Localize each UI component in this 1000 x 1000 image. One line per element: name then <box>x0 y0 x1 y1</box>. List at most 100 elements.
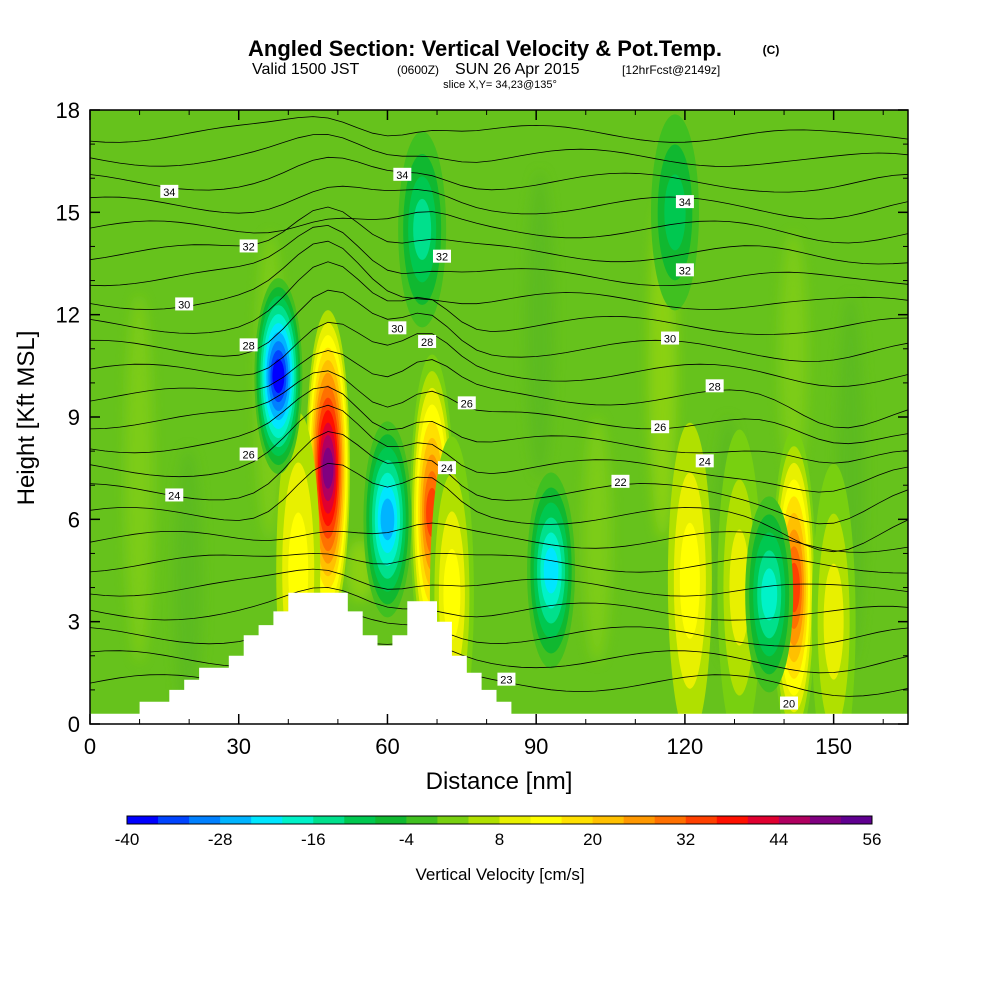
slice-info: slice X,Y= 34,23@135° <box>443 79 557 91</box>
valid-prefix: Valid 1500 JST <box>252 61 360 78</box>
y-tick-label: 9 <box>68 405 80 430</box>
svg-text:23: 23 <box>500 675 512 687</box>
y-tick-label: 0 <box>68 712 80 737</box>
background-band <box>779 232 808 479</box>
colorbar-swatch <box>716 816 749 824</box>
y-axis-label: Height [Kft MSL] <box>13 331 40 506</box>
colorbar-frame <box>126 815 873 825</box>
downdraft-level <box>543 547 559 594</box>
theta-contour <box>90 640 908 674</box>
colorbar-tick-label: 44 <box>769 830 788 849</box>
contour-label: 26 <box>457 396 476 410</box>
svg-text:34: 34 <box>163 187 175 199</box>
downdraft-level <box>761 568 778 621</box>
contour-label: 32 <box>432 249 451 264</box>
downdraft-level <box>664 174 686 251</box>
contour-label: 32 <box>239 239 258 253</box>
theta-contour <box>90 116 908 143</box>
svg-text:32: 32 <box>436 252 448 264</box>
svg-text:30: 30 <box>178 299 190 311</box>
x-tick-label: 30 <box>226 734 250 759</box>
colorbar-swatch <box>840 816 873 824</box>
theta-contour <box>90 261 908 335</box>
svg-text:34: 34 <box>679 197 691 209</box>
theta-contour <box>90 522 908 553</box>
colorbar-swatch <box>530 816 563 824</box>
contour-label: 30 <box>175 297 194 311</box>
x-tick-label: 0 <box>84 734 96 759</box>
updraft-level <box>322 447 334 489</box>
updraft-level <box>679 522 700 639</box>
contour-label: 30 <box>388 321 407 335</box>
svg-text:28: 28 <box>709 381 721 393</box>
colorbar-tick-label: -40 <box>115 830 140 849</box>
theta-contour <box>90 611 908 647</box>
colorbar-swatch <box>313 816 345 824</box>
contour-label: 26 <box>239 447 258 462</box>
svg-text:26: 26 <box>654 422 666 434</box>
svg-text:22: 22 <box>614 477 626 489</box>
y-tick-label: 3 <box>68 610 80 635</box>
colorbar-swatch <box>592 816 625 824</box>
colorbar-swatch <box>778 816 811 824</box>
colorbar-swatch <box>251 816 283 824</box>
theta-contour <box>90 321 908 387</box>
theta-contour <box>90 156 908 193</box>
background-band <box>125 294 154 663</box>
colorbar-swatch <box>158 816 190 824</box>
contour-label: 28 <box>705 379 724 393</box>
colorbar-tick-label: 32 <box>676 830 695 849</box>
x-tick-label: 90 <box>524 734 548 759</box>
colorbar-swatch <box>127 816 159 824</box>
updraft-level <box>729 529 750 646</box>
svg-text:24: 24 <box>699 456 711 468</box>
plot-area: 34 32 30 28 26 24 34 32 30 28 26 24 23 34 32 30 28 26 24 22… <box>90 110 908 724</box>
svg-text:30: 30 <box>664 334 676 346</box>
theta-contour <box>90 386 908 464</box>
svg-text:26: 26 <box>461 398 473 410</box>
theta-contour <box>90 568 908 597</box>
theta-contour <box>90 206 908 265</box>
contour-label: 34 <box>160 184 179 199</box>
valid-forecast: [12hrFcst@2149z] <box>622 63 720 77</box>
chart-title: Angled Section: Vertical Velocity & Pot.… <box>248 36 722 61</box>
svg-text:34: 34 <box>396 170 408 182</box>
valid-zulu: (0600Z) <box>397 63 439 77</box>
y-axis: 0 3 6 9 12 15 18 <box>56 98 908 737</box>
colorbar-tick-label: 20 <box>583 830 602 849</box>
x-tick-label: 150 <box>815 734 852 759</box>
colorbar-swatch <box>282 816 314 824</box>
svg-text:26: 26 <box>243 450 255 462</box>
theta-contour <box>90 224 908 287</box>
terrain <box>90 592 908 724</box>
colorbar-swatch <box>468 816 500 824</box>
background-band <box>174 447 203 724</box>
contour-label: 34 <box>675 195 694 209</box>
colorbar-swatch <box>623 816 656 824</box>
theta-contour <box>90 350 908 429</box>
background-band <box>583 417 612 663</box>
contour-label: 24 <box>437 461 456 475</box>
contour-label: 20 <box>780 696 799 711</box>
svg-text:20: 20 <box>783 699 795 711</box>
contour-label: 30 <box>661 331 680 346</box>
contour-label: 24 <box>695 454 714 468</box>
contour-label: 28 <box>239 338 258 352</box>
valid-date: SUN 26 Apr 2015 <box>455 61 580 78</box>
x-axis: 0 30 60 90 120 150 <box>84 110 884 759</box>
theta-contour <box>90 289 908 362</box>
colorbar-swatch <box>406 816 438 824</box>
x-tick-label: 60 <box>375 734 399 759</box>
svg-text:32: 32 <box>243 241 255 253</box>
colorbar-tick-label: -28 <box>208 830 233 849</box>
svg-text:30: 30 <box>391 323 403 335</box>
theta-contour <box>90 240 908 310</box>
chart-title-unit: (C) <box>763 43 780 57</box>
svg-text:24: 24 <box>168 490 180 502</box>
colorbar: -40 -28 -16 -4 8 20 32 44 56 <box>115 815 881 849</box>
theta-contour <box>90 134 908 167</box>
svg-text:32: 32 <box>679 265 691 277</box>
theta-contour <box>90 431 908 525</box>
colorbar-swatch <box>809 816 842 824</box>
theta-contour <box>90 211 908 244</box>
